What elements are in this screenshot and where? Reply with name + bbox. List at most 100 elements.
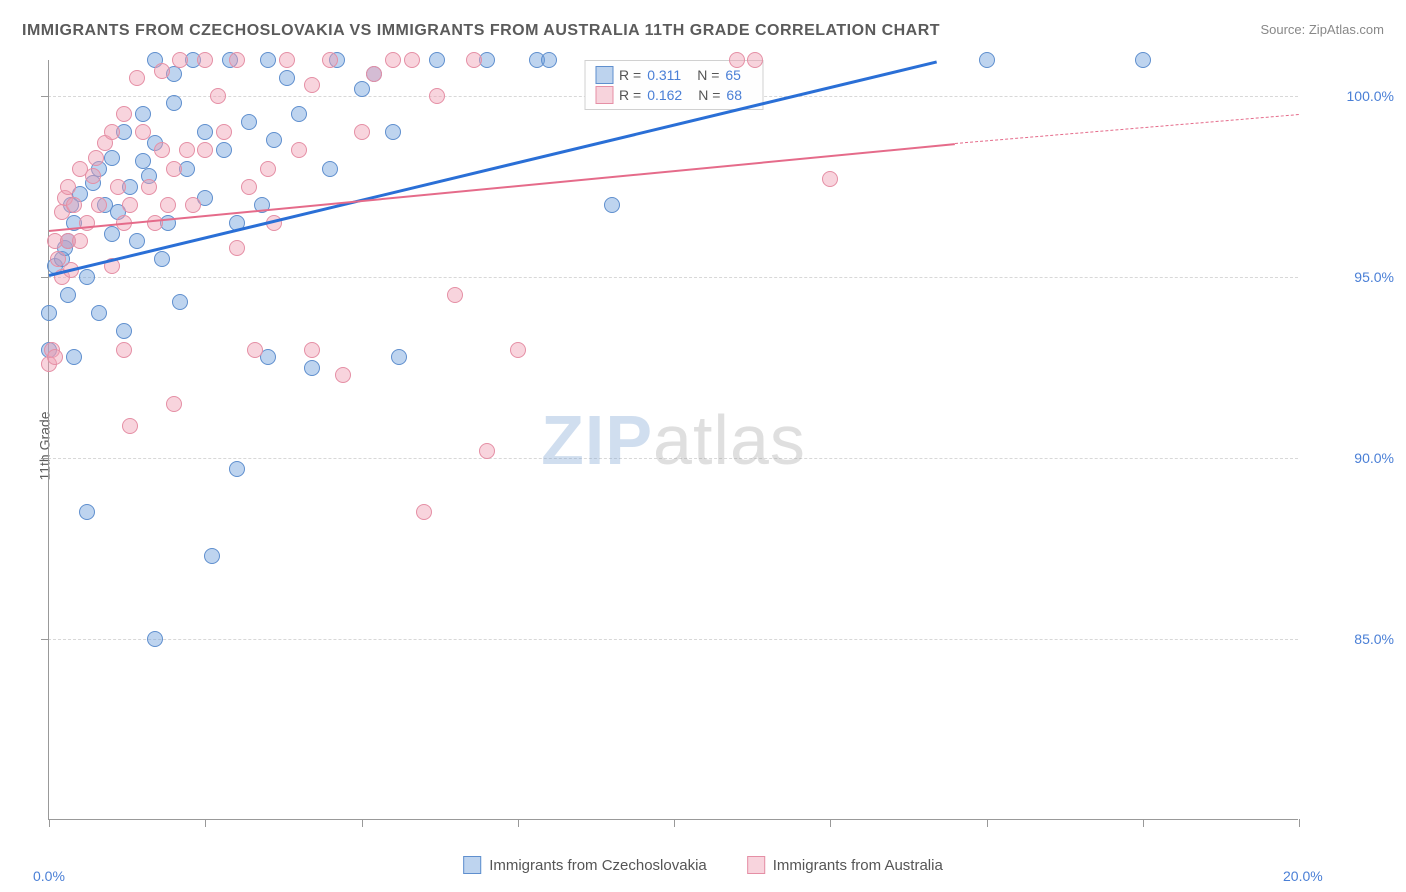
data-point-czech <box>79 504 95 520</box>
data-point-czech <box>266 132 282 148</box>
data-point-czech <box>129 233 145 249</box>
data-point-czech <box>322 161 338 177</box>
x-tick <box>1299 819 1300 827</box>
data-point-czech <box>204 548 220 564</box>
data-point-australia <box>172 52 188 68</box>
legend-label: Immigrants from Australia <box>773 857 943 874</box>
data-point-australia <box>466 52 482 68</box>
data-point-australia <box>260 161 276 177</box>
r-label: R = <box>619 87 641 103</box>
data-point-australia <box>166 396 182 412</box>
data-point-australia <box>122 418 138 434</box>
data-point-australia <box>822 171 838 187</box>
data-point-czech <box>604 197 620 213</box>
data-point-czech <box>541 52 557 68</box>
data-point-australia <box>104 124 120 140</box>
data-point-australia <box>154 142 170 158</box>
source-value: ZipAtlas.com <box>1309 22 1384 37</box>
data-point-australia <box>304 77 320 93</box>
x-tick <box>518 819 519 827</box>
data-point-australia <box>354 124 370 140</box>
data-point-australia <box>116 106 132 122</box>
data-point-australia <box>88 150 104 166</box>
legend-swatch-czech <box>595 66 613 84</box>
data-point-czech <box>354 81 370 97</box>
data-point-australia <box>229 52 245 68</box>
bottom-legend-item-australia: Immigrants from Australia <box>747 856 943 874</box>
bottom-legend: Immigrants from Czechoslovakia Immigrants… <box>463 856 943 874</box>
trend-line <box>955 114 1299 144</box>
y-tick-label: 95.0% <box>1354 269 1394 285</box>
data-point-australia <box>241 179 257 195</box>
data-point-australia <box>210 88 226 104</box>
data-point-australia <box>447 287 463 303</box>
data-point-czech <box>429 52 445 68</box>
y-tick <box>41 277 49 278</box>
data-point-czech <box>197 124 213 140</box>
y-tick <box>41 96 49 97</box>
data-point-australia <box>47 349 63 365</box>
data-point-australia <box>729 52 745 68</box>
data-point-australia <box>416 504 432 520</box>
n-label: N = <box>697 67 719 83</box>
bottom-legend-item-czech: Immigrants from Czechoslovakia <box>463 856 707 874</box>
data-point-australia <box>335 367 351 383</box>
x-tick <box>205 819 206 827</box>
data-point-czech <box>166 95 182 111</box>
data-point-australia <box>179 142 195 158</box>
x-tick <box>830 819 831 827</box>
data-point-australia <box>91 197 107 213</box>
data-point-australia <box>197 52 213 68</box>
source-label: Source: <box>1260 22 1308 37</box>
r-value: 0.311 <box>647 67 681 83</box>
data-point-australia <box>479 443 495 459</box>
data-point-australia <box>747 52 763 68</box>
legend-swatch-czech <box>463 856 481 874</box>
data-point-czech <box>229 461 245 477</box>
data-point-czech <box>66 349 82 365</box>
data-point-czech <box>135 106 151 122</box>
data-point-czech <box>1135 52 1151 68</box>
n-label: N = <box>698 87 720 103</box>
data-point-australia <box>185 197 201 213</box>
data-point-australia <box>72 233 88 249</box>
data-point-czech <box>216 142 232 158</box>
data-point-czech <box>60 287 76 303</box>
data-point-australia <box>322 52 338 68</box>
y-tick <box>41 458 49 459</box>
data-point-czech <box>104 150 120 166</box>
n-value: 65 <box>725 67 741 83</box>
data-point-australia <box>216 124 232 140</box>
legend-row-czech: R = 0.311N = 65 <box>595 65 752 85</box>
data-point-australia <box>404 52 420 68</box>
x-tick-label: 0.0% <box>33 868 65 884</box>
y-tick-label: 85.0% <box>1354 631 1394 647</box>
data-point-australia <box>385 52 401 68</box>
watermark-zip: ZIP <box>541 401 653 479</box>
x-tick <box>362 819 363 827</box>
legend-label: Immigrants from Czechoslovakia <box>489 857 707 874</box>
data-point-australia <box>110 179 126 195</box>
data-point-australia <box>60 179 76 195</box>
y-tick <box>41 639 49 640</box>
data-point-czech <box>91 305 107 321</box>
data-point-australia <box>229 240 245 256</box>
x-tick <box>987 819 988 827</box>
plot-area: ZIPatlas R = 0.311N = 65R = 0.162N = 68 <box>48 60 1298 820</box>
data-point-czech <box>41 305 57 321</box>
data-point-australia <box>154 63 170 79</box>
data-point-czech <box>979 52 995 68</box>
data-point-australia <box>135 124 151 140</box>
data-point-australia <box>366 66 382 82</box>
y-tick-label: 90.0% <box>1354 450 1394 466</box>
data-point-australia <box>429 88 445 104</box>
data-point-australia <box>166 161 182 177</box>
data-point-australia <box>247 342 263 358</box>
data-point-australia <box>160 197 176 213</box>
data-point-czech <box>147 631 163 647</box>
data-point-australia <box>85 168 101 184</box>
watermark-atlas: atlas <box>653 401 806 479</box>
x-tick-label: 20.0% <box>1283 868 1323 884</box>
data-point-australia <box>66 197 82 213</box>
data-point-czech <box>79 269 95 285</box>
